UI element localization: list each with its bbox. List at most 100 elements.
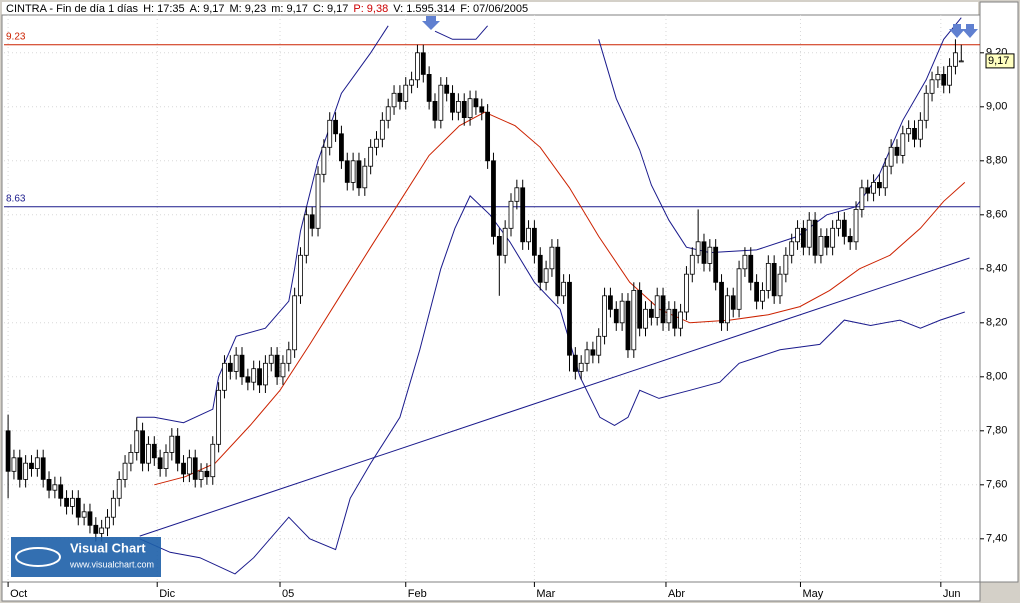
candle-body: [239, 354, 245, 378]
candle-body: [485, 111, 491, 162]
candle-body: [643, 308, 648, 329]
candle-body: [543, 268, 549, 283]
x-tick-label: Abr: [668, 588, 685, 600]
y-tick-label: 8,40: [986, 263, 1007, 275]
trend-line: [139, 257, 970, 537]
candle-body: [672, 308, 678, 329]
candle-body: [181, 462, 186, 475]
candle-body: [871, 181, 876, 194]
candle-body: [836, 219, 841, 229]
candle-body: [409, 79, 414, 86]
candle-body: [660, 295, 666, 324]
candle-body: [736, 268, 742, 310]
candle-body: [356, 160, 362, 189]
header-item: F: 07/06/2005: [460, 3, 528, 15]
candle-body: [689, 254, 695, 275]
overlay-line: [136, 17, 962, 424]
overlay-line: [154, 111, 966, 486]
y-tick-label: 8,00: [986, 371, 1007, 383]
candle-body: [321, 146, 327, 175]
candle-body: [953, 52, 958, 67]
candle-body: [461, 101, 467, 119]
candle-body: [877, 181, 882, 189]
candle-body: [929, 79, 935, 94]
candle-body: [847, 235, 853, 243]
header-item: A: 9,17: [190, 3, 225, 15]
candle-body: [46, 478, 52, 491]
candle-body: [87, 511, 93, 526]
candle-body: [917, 119, 923, 140]
candle-body: [555, 246, 561, 297]
candle-body: [531, 227, 537, 256]
candle-body: [151, 443, 157, 459]
logo: Visual Chart www.visualchart.com: [11, 537, 161, 577]
candle-body: [900, 133, 906, 156]
candle-body: [473, 98, 479, 108]
candle-body: [64, 497, 69, 507]
candle-body: [912, 127, 917, 140]
header-item: V: 1.595.314: [393, 3, 455, 15]
last-price-box: [985, 53, 1015, 69]
candle-body: [678, 311, 683, 329]
candle-body: [958, 60, 964, 63]
candle-body: [204, 470, 210, 478]
candle-body: [81, 511, 87, 518]
candle-body: [245, 376, 251, 383]
candle-body: [23, 462, 29, 480]
header-item: m: 9,17: [271, 3, 308, 15]
candle-body: [58, 484, 64, 499]
candle-body: [17, 457, 23, 480]
header: CINTRA - Fin de día 1 días H: 17:35 A: 9,1…: [6, 3, 528, 15]
candle-body: [198, 470, 204, 480]
y-tick-label: 7,80: [986, 425, 1007, 437]
candle-body: [11, 457, 17, 472]
candle-body: [455, 101, 461, 113]
candle-body: [210, 443, 216, 478]
candle-body: [157, 457, 163, 469]
candle-body: [631, 289, 637, 351]
price-scale: [979, 1, 1019, 583]
candle-body: [648, 308, 654, 318]
candle-body: [426, 74, 432, 102]
candle-body: [549, 246, 555, 270]
candle-body: [298, 254, 303, 297]
candle-body: [163, 451, 169, 469]
header-item: CINTRA - Fin de día 1 días: [6, 3, 139, 15]
candle-body: [578, 362, 584, 372]
header-item: C: 9,17: [313, 3, 348, 15]
candle-body: [93, 524, 99, 534]
x-tick-label: Dic: [159, 588, 175, 600]
candle-body: [514, 187, 520, 202]
candle-body: [947, 65, 952, 86]
candle-body: [765, 262, 771, 291]
candle-body: [34, 457, 40, 469]
logo-url: www.visualchart.com: [69, 559, 154, 569]
candle-body: [99, 527, 105, 534]
candle-body: [467, 98, 473, 118]
candle-body: [748, 254, 754, 283]
candle-body: [128, 451, 134, 464]
logo-title: Visual Chart: [70, 540, 146, 555]
candle-body: [227, 362, 233, 372]
signal-arrow: [962, 24, 978, 38]
logo-box: [11, 537, 161, 577]
candle-body: [713, 246, 719, 283]
candle-body: [777, 273, 783, 297]
candle-body: [403, 84, 409, 102]
candle-body: [146, 443, 151, 464]
candle-body: [420, 52, 426, 75]
candle-body: [724, 295, 730, 324]
candle-body: [730, 295, 736, 310]
x-tick-label: Oct: [10, 588, 27, 600]
candle-body: [894, 146, 900, 156]
candle-body: [286, 349, 292, 364]
header-item: H: 17:35: [143, 3, 185, 15]
candle-body: [906, 127, 912, 135]
candle-body: [339, 133, 344, 162]
y-tick-label: 7,40: [986, 533, 1007, 545]
y-tick-label: 8,20: [986, 317, 1007, 329]
level-label: 9.23: [6, 31, 26, 42]
signal-arrows: [422, 16, 978, 38]
candle-body: [257, 368, 262, 386]
